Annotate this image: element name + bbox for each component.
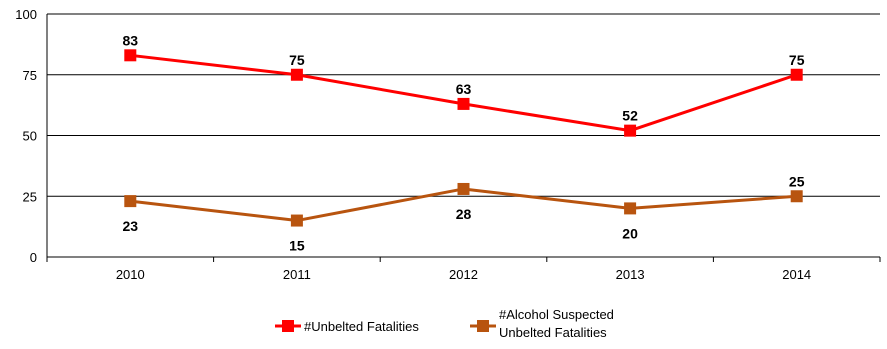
y-tick-label: 100 — [15, 7, 37, 22]
y-tick-label: 50 — [23, 129, 37, 144]
x-tick-labels: 2010 2011 2012 2013 2014 — [116, 267, 811, 282]
data-label: 75 — [289, 52, 305, 68]
y-tick-label: 0 — [30, 250, 37, 265]
data-marker — [790, 68, 803, 81]
legend-label: #Alcohol Suspected — [499, 307, 614, 322]
y-tick-label: 75 — [23, 68, 37, 83]
data-label: 83 — [123, 32, 139, 48]
gridlines — [47, 13, 880, 197]
legend-swatch-marker — [282, 320, 294, 332]
data-marker — [124, 195, 137, 208]
data-marker — [790, 190, 803, 203]
x-tick-label: 2014 — [782, 267, 811, 282]
data-marker — [624, 202, 637, 215]
x-tick-label: 2012 — [449, 267, 478, 282]
x-tick-label: 2010 — [116, 267, 145, 282]
data-label: 23 — [123, 218, 139, 234]
data-label: 63 — [456, 81, 472, 97]
y-tick-labels: 0 25 50 75 100 — [15, 7, 37, 265]
x-tick-label: 2011 — [283, 267, 311, 282]
y-tick-label: 25 — [23, 189, 37, 204]
legend-label: #Unbelted Fatalities — [304, 319, 419, 334]
data-marker — [290, 68, 303, 81]
legend-label: Unbelted Fatalities — [499, 325, 607, 340]
axes — [46, 14, 881, 262]
data-label: 28 — [456, 206, 472, 222]
data-label: 15 — [289, 238, 305, 254]
data-label: 75 — [789, 52, 805, 68]
data-marker — [457, 182, 470, 195]
data-marker — [457, 97, 470, 110]
legend-swatch-marker — [477, 320, 489, 332]
data-label: 20 — [622, 225, 638, 241]
legend: #Unbelted Fatalities #Alcohol Suspected Un… — [275, 307, 614, 340]
data-label: 25 — [789, 173, 805, 189]
x-tick-label: 2013 — [616, 267, 645, 282]
data-label: 52 — [622, 108, 638, 124]
data-marker — [624, 124, 637, 137]
data-marker — [124, 49, 137, 62]
data-marker — [290, 214, 303, 227]
data-labels: 83 75 63 52 75 23 15 28 20 25 — [123, 32, 805, 253]
series-markers — [124, 49, 803, 227]
